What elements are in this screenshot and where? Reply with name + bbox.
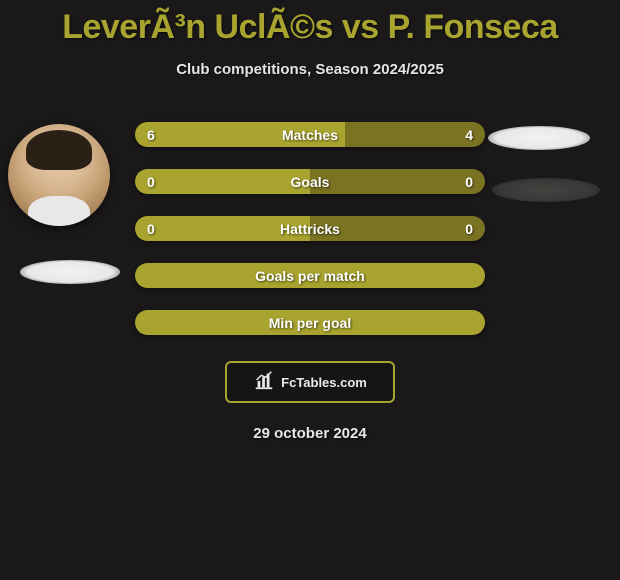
stat-label: Hattricks bbox=[135, 221, 485, 237]
stat-bar-goals: 0 Goals 0 bbox=[135, 169, 485, 194]
page-subtitle: Club competitions, Season 2024/2025 bbox=[0, 61, 620, 78]
shadow-ellipse-right-bottom bbox=[492, 178, 600, 202]
footer-date: 29 october 2024 bbox=[0, 425, 620, 442]
stat-bar-hattricks: 0 Hattricks 0 bbox=[135, 216, 485, 241]
page-title: LeverÃ³n UclÃ©s vs P. Fonseca bbox=[0, 0, 620, 47]
stat-label: Goals per match bbox=[135, 268, 485, 284]
stat-value-right: 0 bbox=[465, 221, 473, 237]
stats-bars: 6 Matches 4 0 Goals 0 0 Hattricks 0 Goal… bbox=[135, 122, 485, 335]
bar-chart-icon bbox=[253, 369, 275, 396]
stat-label: Goals bbox=[135, 174, 485, 190]
stat-value-right: 4 bbox=[465, 127, 473, 143]
stat-bar-matches: 6 Matches 4 bbox=[135, 122, 485, 147]
stat-value-right: 0 bbox=[465, 174, 473, 190]
shadow-ellipse-right-top bbox=[488, 126, 590, 150]
watermark-badge: FcTables.com bbox=[225, 361, 395, 403]
stat-bar-goals-per-match: Goals per match bbox=[135, 263, 485, 288]
avatar-player-left bbox=[8, 124, 110, 226]
stat-label: Matches bbox=[135, 127, 485, 143]
watermark-text: FcTables.com bbox=[281, 375, 367, 390]
shadow-ellipse-left bbox=[20, 260, 120, 284]
stat-bar-min-per-goal: Min per goal bbox=[135, 310, 485, 335]
stat-label: Min per goal bbox=[135, 315, 485, 331]
